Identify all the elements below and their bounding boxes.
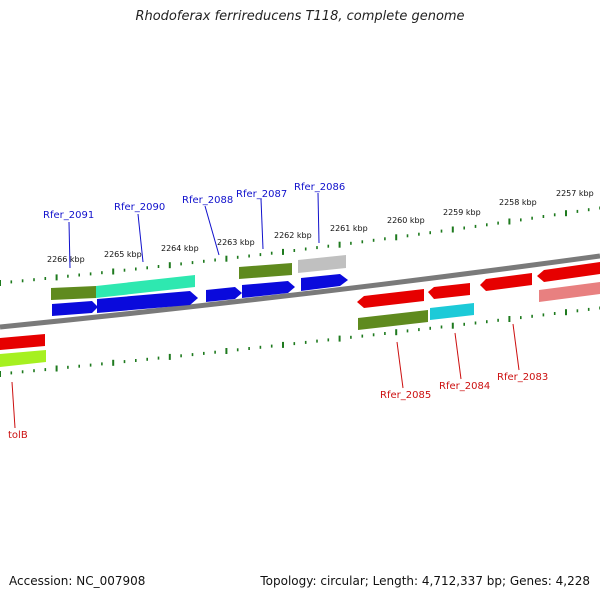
gene-label-rfer-2083[interactable]: Rfer_2083 — [497, 372, 548, 383]
gene-label-rfer-2086[interactable]: Rfer_2086 — [294, 182, 345, 193]
scale-track-bottom — [0, 306, 600, 377]
gene-feature[interactable] — [0, 350, 46, 367]
gene-arrow[interactable] — [428, 283, 470, 299]
gene-leader — [260, 198, 264, 250]
genome-backbone — [0, 253, 600, 330]
gene-feature[interactable] — [239, 263, 292, 279]
gene-leader — [204, 205, 220, 256]
gene-arrow[interactable] — [537, 262, 600, 282]
gene-label-rfer-2084[interactable]: Rfer_2084 — [439, 381, 490, 392]
gene-arrow[interactable] — [0, 334, 45, 350]
scale-label: 2265 kbp — [104, 250, 142, 259]
gene-label-rfer-2090[interactable]: Rfer_2090 — [114, 202, 165, 213]
scale-label: 2263 kbp — [217, 238, 255, 247]
gene-label-rfer-2087[interactable]: Rfer_2087 — [236, 189, 287, 200]
gene-feature[interactable] — [51, 286, 96, 300]
gene-feature[interactable] — [539, 282, 600, 302]
gene-leader — [396, 341, 404, 389]
gene-feature[interactable] — [298, 255, 346, 273]
genome-summary: Topology: circular; Length: 4,712,337 bp… — [260, 574, 590, 588]
gene-arrow[interactable] — [301, 274, 348, 291]
forward-features — [51, 255, 348, 316]
gene-feature[interactable] — [358, 310, 428, 330]
gene-feature[interactable] — [430, 303, 474, 320]
gene-arrow[interactable] — [206, 287, 242, 302]
gene-arrow[interactable] — [357, 289, 424, 308]
gene-label-rfer-2091[interactable]: Rfer_2091 — [43, 210, 94, 221]
gene-leader — [68, 221, 71, 269]
map-title: Rhodoferax ferrireducens T118, complete … — [135, 9, 465, 24]
scale-label: 2258 kbp — [499, 198, 537, 207]
scale-label: 2260 kbp — [387, 216, 425, 225]
gene-arrow[interactable] — [242, 281, 295, 298]
accession-text: Accession: NC_007908 — [9, 574, 146, 588]
gene-leader — [11, 381, 16, 429]
scale-label: 2261 kbp — [330, 224, 368, 233]
reverse-features — [0, 262, 600, 367]
gene-arrow[interactable] — [52, 301, 98, 316]
scale-track-top — [0, 206, 600, 286]
scale-label: 2264 kbp — [161, 244, 199, 253]
gene-label-rfer-2088[interactable]: Rfer_2088 — [182, 195, 233, 206]
scale-label: 2259 kbp — [443, 208, 481, 217]
gene-label-tolb[interactable]: tolB — [8, 430, 28, 441]
scale-label: 2257 kbp — [556, 189, 594, 198]
gene-arrow[interactable] — [97, 291, 198, 313]
scale-label: 2266 kbp — [47, 255, 85, 264]
gene-leader — [512, 323, 520, 371]
gene-feature[interactable] — [96, 275, 195, 298]
gene-leader — [454, 332, 462, 380]
gene-arrow[interactable] — [480, 273, 532, 291]
scale-label: 2262 kbp — [274, 231, 312, 240]
gene-leader — [317, 192, 320, 244]
gene-leader — [137, 213, 144, 263]
gene-label-rfer-2085[interactable]: Rfer_2085 — [380, 390, 431, 401]
